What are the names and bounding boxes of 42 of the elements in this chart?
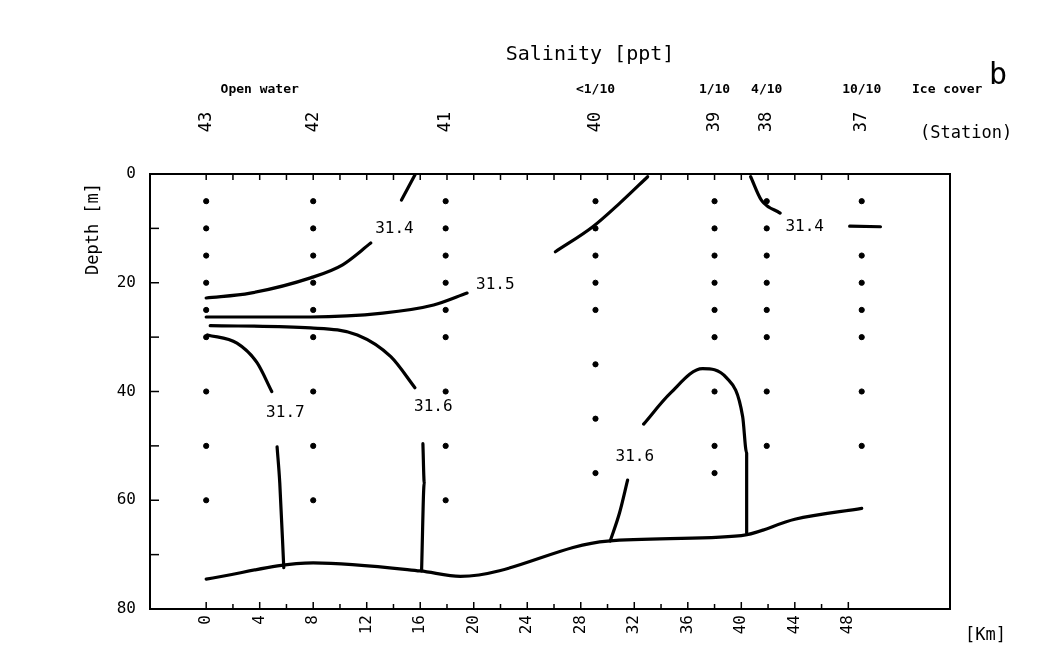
- x-tick-label: 4: [248, 615, 268, 625]
- text: Ice cover: [912, 81, 983, 97]
- text: 10/10: [842, 81, 882, 97]
- chart-title: Salinity [ppt]: [505, 41, 675, 66]
- x-tick-label: 0: [195, 615, 215, 625]
- text: (Station): [920, 122, 1013, 143]
- annotation: 31.6: [414, 395, 453, 415]
- annotation: 31.4: [785, 216, 824, 236]
- y-axis-title: Depth [m]: [82, 182, 103, 276]
- text: 43: [194, 111, 215, 133]
- x-tick-label: 36: [676, 615, 696, 635]
- text: 39: [702, 111, 723, 133]
- x-axis-title: [Km]: [965, 624, 1006, 645]
- annotation: 31.5: [476, 274, 515, 294]
- text: 40: [583, 111, 604, 133]
- x-tick-label: 40: [730, 615, 750, 635]
- text: b: [988, 55, 1008, 91]
- y-tick-label: 0: [126, 163, 136, 183]
- y-tick-label: 20: [116, 271, 136, 291]
- y-tick-label: 80: [116, 598, 136, 618]
- annotation: 31.4: [375, 217, 414, 237]
- text: Open water: [220, 81, 299, 97]
- y-tick-label: 40: [116, 380, 136, 400]
- x-tick-label: 48: [837, 615, 857, 635]
- text: 4/10: [751, 81, 783, 97]
- text: 38: [755, 111, 776, 133]
- x-tick-label: 16: [409, 615, 429, 635]
- text: 1/10: [698, 81, 731, 97]
- text: 37: [850, 111, 871, 133]
- x-tick-label: 8: [302, 615, 322, 625]
- annotation: 31.7: [266, 402, 305, 422]
- y-tick-label: 60: [116, 489, 136, 509]
- x-tick-label: 20: [462, 615, 482, 635]
- x-tick-label: 24: [516, 615, 536, 635]
- x-tick-label: 12: [355, 615, 375, 635]
- x-tick-label: 32: [623, 615, 643, 635]
- x-tick-label: 44: [783, 615, 803, 635]
- text: <1/10: [575, 81, 616, 97]
- text: 41: [434, 111, 455, 133]
- x-tick-label: 28: [569, 615, 589, 635]
- annotation: 31.6: [615, 445, 655, 465]
- text: 42: [301, 111, 322, 133]
